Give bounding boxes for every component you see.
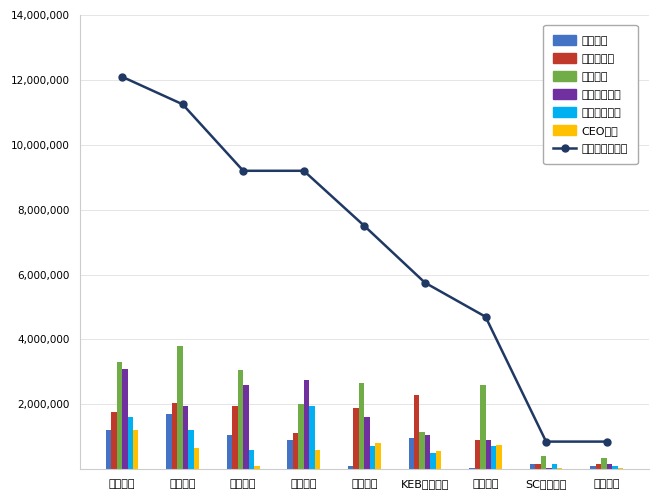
Bar (183, 406, 188, 469)
Bar (127, 418, 133, 469)
Bar (354, 408, 359, 469)
Bar (106, 430, 111, 469)
Bar (436, 452, 442, 469)
Bar (166, 414, 172, 469)
브랜드평판지수 (239, 168, 247, 174)
Bar (607, 464, 612, 469)
Bar (117, 362, 122, 469)
Bar (552, 464, 557, 469)
Bar (475, 440, 480, 469)
Bar (310, 406, 315, 469)
Bar (612, 466, 618, 469)
Bar (430, 453, 436, 469)
Bar (287, 440, 293, 469)
Bar (298, 404, 304, 469)
브랜드평판지수 (542, 438, 550, 444)
Bar (370, 446, 376, 469)
Bar (193, 448, 199, 469)
Bar (254, 466, 259, 469)
Bar (491, 446, 496, 469)
브랜드평판지수 (421, 280, 429, 285)
Bar (414, 394, 420, 469)
Bar (177, 346, 183, 469)
Bar (172, 402, 177, 469)
Bar (315, 450, 320, 469)
브랜드평판지수 (603, 438, 610, 444)
Bar (469, 468, 475, 469)
브랜드평판지수 (482, 314, 490, 320)
브랜드평판지수 (360, 223, 368, 229)
Bar (122, 368, 127, 469)
Bar (304, 380, 310, 469)
Bar (420, 432, 425, 469)
Bar (486, 440, 491, 469)
브랜드평판지수 (118, 74, 126, 80)
Bar (227, 435, 232, 469)
Line: 브랜드평판지수: 브랜드평판지수 (119, 74, 610, 445)
Bar (496, 445, 502, 469)
Bar (238, 370, 243, 469)
Bar (557, 468, 562, 469)
Bar (243, 385, 249, 469)
Bar (111, 412, 117, 469)
Bar (293, 434, 298, 469)
브랜드평판지수 (179, 102, 187, 107)
Bar (546, 468, 552, 469)
Bar (535, 464, 541, 469)
Bar (376, 443, 381, 469)
Bar (232, 406, 238, 469)
Bar (359, 383, 364, 469)
브랜드평판지수 (300, 168, 308, 174)
Bar (425, 435, 430, 469)
Bar (133, 430, 139, 469)
Bar (364, 418, 370, 469)
Bar (601, 458, 607, 469)
Bar (590, 466, 596, 469)
Legend: 참여지수, 미디어지수, 소통지수, 커뮤니티지수, 사회공헌지수, CEO지수, 브랜드평판지수: 참여지수, 미디어지수, 소통지수, 커뮤니티지수, 사회공헌지수, CEO지수… (543, 25, 638, 164)
Bar (541, 456, 546, 469)
Bar (409, 438, 414, 469)
Bar (530, 464, 535, 469)
Bar (348, 466, 354, 469)
Bar (596, 464, 601, 469)
Bar (249, 450, 254, 469)
Bar (480, 385, 486, 469)
Bar (188, 430, 193, 469)
Bar (618, 468, 623, 469)
